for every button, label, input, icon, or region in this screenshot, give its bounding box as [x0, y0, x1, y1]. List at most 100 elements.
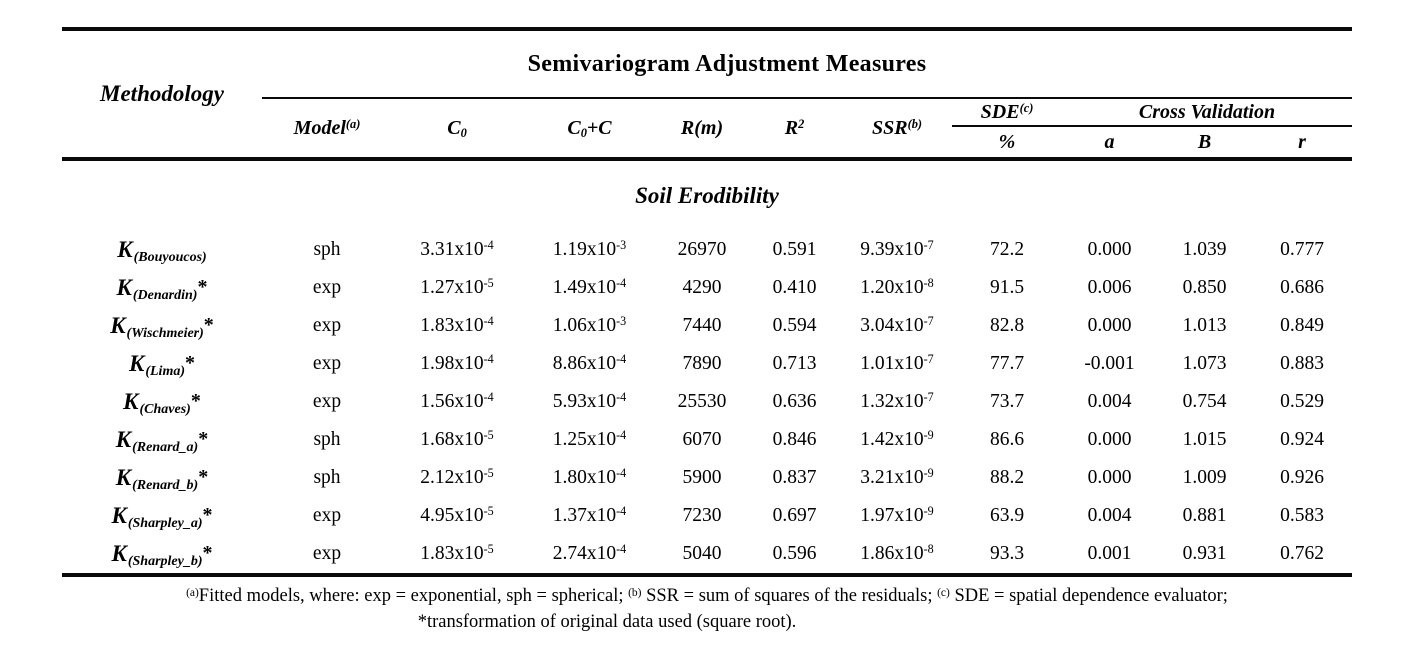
- ssr-cell: 3.04x10-7: [860, 314, 934, 336]
- col-header-c0-plus-c: C0+C: [567, 116, 612, 140]
- cv-r-cell: 0.926: [1280, 467, 1324, 488]
- model-cell: exp: [312, 391, 342, 412]
- c0-cell: 2.12x10-5: [420, 466, 494, 488]
- cv-b-cell: 1.039: [1182, 239, 1227, 260]
- col-header-cv-b: B: [1197, 130, 1212, 153]
- methodology-cell: K(Lima)*: [62, 345, 262, 383]
- c0-cell: 4.95x10-5: [420, 504, 494, 526]
- methodology-symbol: K: [116, 275, 132, 300]
- c0-plus-c-cell: 1.80x10-4: [552, 466, 627, 488]
- semivariogram-table: Methodology Semivariogram Adjustment Mea…: [62, 27, 1352, 577]
- methodology-subscript: (Chaves): [139, 402, 191, 417]
- sde-cell: 91.5: [989, 277, 1025, 298]
- ssr-cell: 9.39x10-7: [860, 238, 934, 260]
- col-header-cv-a: a: [1104, 130, 1115, 153]
- c0-plus-c-cell: 1.19x10-3: [552, 238, 627, 260]
- c0-cell: 1.98x10-4: [420, 352, 494, 374]
- methodology-symbol: K: [117, 237, 133, 262]
- methodology-subscript: (Renard_b): [132, 478, 199, 493]
- cv-b-cell: 0.754: [1182, 391, 1227, 412]
- sde-cell: 77.7: [989, 353, 1025, 374]
- model-cell: sph: [313, 429, 341, 450]
- sde-cell: 63.9: [989, 505, 1025, 526]
- cv-a-cell: 0.000: [1087, 315, 1132, 336]
- methodology-column-header: Methodology: [100, 81, 224, 106]
- sde-cell: 73.7: [989, 391, 1025, 412]
- sde-cell: 93.3: [989, 543, 1025, 564]
- r2-cell: 0.594: [772, 315, 817, 336]
- table-row: K(Wischmeier)* exp 1.83x10-4 1.06x10-3 7…: [62, 307, 1352, 345]
- c0-plus-c-cell: 8.86x10-4: [552, 352, 627, 374]
- methodology-subscript: (Sharpley_b): [127, 554, 203, 569]
- r2-cell: 0.846: [772, 429, 817, 450]
- r2-cell: 0.591: [772, 239, 817, 260]
- cv-a-cell: 0.000: [1087, 239, 1132, 260]
- c0-plus-c-cell: 1.49x10-4: [552, 276, 627, 298]
- table-row: K(Renard_a)* sph 1.68x10-5 1.25x10-4 607…: [62, 421, 1352, 459]
- methodology-symbol: K: [111, 503, 127, 528]
- methodology-subscript: (Sharpley_a): [127, 516, 203, 531]
- cv-a-cell: 0.006: [1087, 277, 1132, 298]
- section-row: Soil Erodibility: [62, 159, 1352, 231]
- cv-a-cell: 0.004: [1087, 391, 1132, 412]
- sde-cell: 82.8: [989, 315, 1025, 336]
- methodology-cell: K(Denardin)*: [62, 269, 262, 307]
- table-row: K(Sharpley_b)* exp 1.83x10-5 2.74x10-4 5…: [62, 535, 1352, 575]
- section-title: Soil Erodibility: [635, 183, 779, 208]
- methodology-cell: K(Wischmeier)*: [62, 307, 262, 345]
- cv-b-cell: 1.013: [1182, 315, 1227, 336]
- ssr-cell: 1.86x10-8: [860, 542, 934, 564]
- sde-cell: 88.2: [989, 467, 1025, 488]
- cv-b-cell: 0.931: [1182, 543, 1227, 564]
- methodology-cell: K(Chaves)*: [62, 383, 262, 421]
- model-cell: exp: [312, 277, 342, 298]
- cv-b-cell: 0.850: [1182, 277, 1227, 298]
- r2-cell: 0.410: [772, 277, 817, 298]
- model-cell: exp: [312, 315, 342, 336]
- range-cell: 7230: [682, 505, 722, 526]
- methodology-symbol: K: [111, 541, 127, 566]
- r2-cell: 0.697: [772, 505, 817, 526]
- c0-plus-c-cell: 5.93x10-4: [552, 390, 627, 412]
- cv-r-cell: 0.762: [1280, 543, 1324, 564]
- table-header: Methodology Semivariogram Adjustment Mea…: [62, 29, 1352, 159]
- c0-cell: 1.27x10-5: [420, 276, 494, 298]
- c0-cell: 1.56x10-4: [420, 390, 494, 412]
- methodology-symbol: K: [115, 427, 132, 452]
- transformation-asterisk: *: [202, 504, 213, 526]
- range-cell: 25530: [677, 391, 727, 412]
- col-header-r2: R2: [784, 116, 805, 139]
- methodology-cell: K(Bouyoucos): [62, 231, 262, 269]
- sde-cell: 86.6: [989, 429, 1025, 450]
- col-header-sde: SDE(c): [952, 98, 1062, 127]
- range-cell: 4290: [682, 277, 722, 298]
- cv-a-cell: 0.000: [1087, 429, 1132, 450]
- table-row: K(Denardin)* exp 1.27x10-5 1.49x10-4 429…: [62, 269, 1352, 307]
- col-header-cv-r: r: [1298, 130, 1306, 153]
- ssr-cell: 3.21x10-9: [860, 466, 934, 488]
- cv-a-cell: 0.004: [1087, 505, 1132, 526]
- range-cell: 6070: [682, 429, 722, 450]
- c0-plus-c-cell: 1.37x10-4: [552, 504, 627, 526]
- r2-cell: 0.596: [772, 543, 817, 564]
- transformation-asterisk: *: [202, 542, 213, 564]
- transformation-asterisk: *: [198, 428, 209, 450]
- c0-cell: 3.31x10-4: [420, 238, 494, 260]
- col-header-cross-validation: Cross Validation: [1062, 98, 1352, 127]
- table-title: Semivariogram Adjustment Measures: [262, 29, 1352, 99]
- sde-cell: 72.2: [989, 239, 1025, 260]
- range-cell: 7440: [682, 315, 722, 336]
- range-cell: 5900: [682, 467, 722, 488]
- r2-cell: 0.837: [772, 467, 817, 488]
- ssr-cell: 1.97x10-9: [860, 504, 934, 526]
- range-cell: 7890: [682, 353, 722, 374]
- r2-cell: 0.713: [772, 353, 817, 374]
- c0-cell: 1.83x10-5: [420, 542, 494, 564]
- methodology-symbol: K: [110, 313, 126, 338]
- col-header-sde-percent: %: [998, 130, 1016, 153]
- model-cell: exp: [312, 543, 342, 564]
- cv-r-cell: 0.777: [1280, 239, 1324, 260]
- cv-r-cell: 0.883: [1280, 353, 1324, 374]
- model-cell: exp: [312, 505, 342, 526]
